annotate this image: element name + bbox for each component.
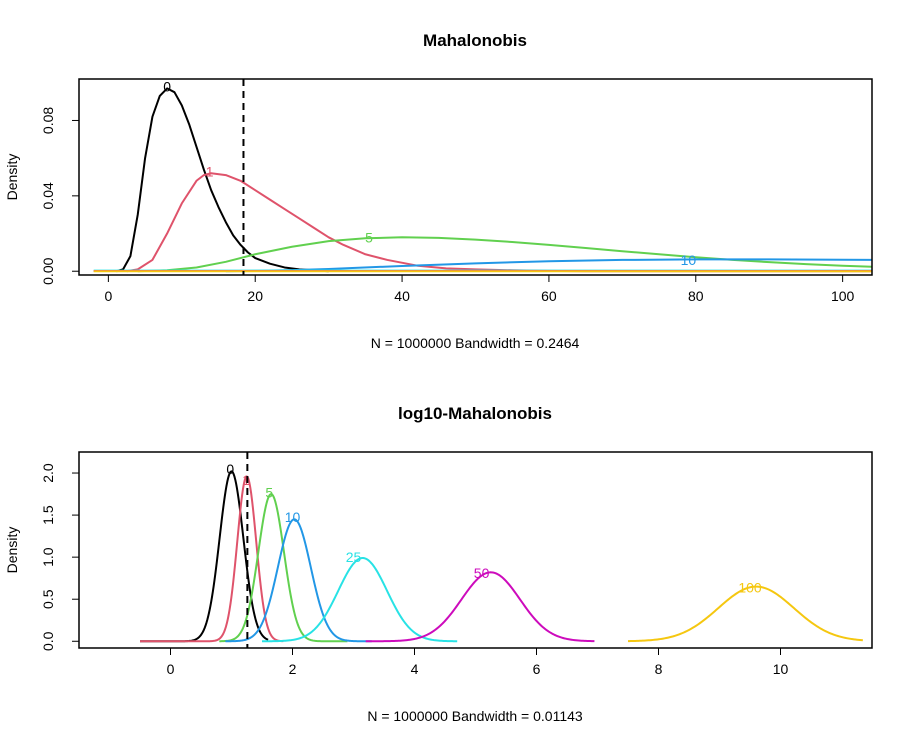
series-label-1: 1 [242,472,250,488]
y-tick-label: 0.00 [40,257,56,284]
series-line-0 [116,87,329,273]
series-line-5 [137,236,872,273]
series-label-10: 10 [681,252,697,268]
x-tick-label: 0 [167,661,175,677]
x-tick-label: 10 [773,661,789,677]
panel-log10-mahalonobis: log10-Mahalonobis N = 1000000 Bandwidth … [4,404,873,724]
panel-mahalonobis: Mahalonobis N = 1000000 Bandwidth = 0.24… [4,31,873,351]
x-tick-label: 4 [411,661,419,677]
plot-frame [78,451,873,649]
series-label-50: 50 [474,565,490,581]
plot-frame [78,78,873,276]
y-tick-label: 1.0 [40,547,56,567]
series-line-100 [627,585,863,643]
y-tick-label: 1.5 [40,505,56,525]
series-label-10: 10 [285,509,301,525]
series-label-25: 25 [346,549,362,565]
series-label-5: 5 [365,229,373,245]
x-axis-label: N = 1000000 Bandwidth = 0.01143 [367,708,583,724]
x-axis: 0 20 40 60 80 100 [104,275,855,304]
series-label-1: 1 [206,163,214,179]
x-tick-label: 0 [104,288,112,304]
y-tick-label: 0.08 [40,107,56,134]
y-tick-label: 2.0 [40,463,56,483]
y-axis-label: Density [4,154,20,201]
series-label-0: 0 [163,79,171,95]
x-tick-label: 8 [655,661,663,677]
plot-area [139,470,863,643]
x-tick-label: 60 [541,288,557,304]
x-axis: 0 2 4 6 8 10 [167,648,789,677]
y-axis-label: Density [4,527,20,574]
series-line-1 [139,475,284,643]
series-label-5: 5 [265,484,273,500]
y-tick-label: 0.5 [40,589,56,609]
chart-title: log10-Mahalonobis [398,404,552,423]
x-tick-label: 80 [688,288,704,304]
series-line-10 [225,518,372,643]
series-line-0 [139,470,269,643]
x-tick-label: 20 [247,288,263,304]
y-axis: 0.00 0.04 0.08 [40,107,79,285]
x-tick-label: 100 [831,288,855,304]
series-line-10 [225,258,872,273]
chart-title: Mahalonobis [423,31,527,50]
series-line-50 [365,571,595,643]
x-tick-label: 40 [394,288,410,304]
series-line-5 [219,493,348,643]
series-label-0: 0 [226,461,234,477]
x-axis-label: N = 1000000 Bandwidth = 0.2464 [371,335,580,351]
plot-area [93,87,872,273]
y-tick-label: 0.0 [40,631,56,651]
series-label-100: 100 [738,579,762,595]
series-line-25 [262,557,458,643]
x-tick-label: 6 [533,661,541,677]
series-line-1 [126,172,872,273]
x-tick-label: 2 [289,661,297,677]
y-tick-label: 0.04 [40,182,56,209]
y-axis: 0.0 0.5 1.0 1.5 2.0 [40,463,79,651]
